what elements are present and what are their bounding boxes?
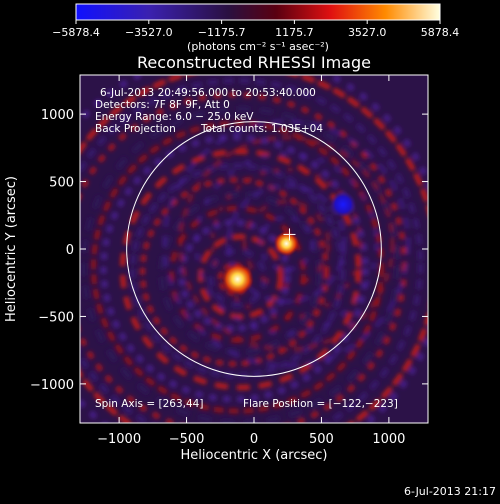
chart-title: Reconstructed RHESSI Image — [137, 53, 371, 72]
x-tick-label: 1000 — [372, 432, 405, 447]
source-negative — [329, 191, 357, 218]
colorbar-tick-label: 5878.4 — [421, 26, 460, 39]
colorbar-tick-label: −5878.4 — [52, 26, 100, 39]
ring-artifact — [178, 219, 291, 332]
colorbar-tick-label: −1175.7 — [198, 26, 246, 39]
solar-limb — [126, 121, 382, 377]
ring-artifact — [158, 191, 323, 356]
ring-artifacts — [80, 75, 428, 423]
source-positive — [273, 231, 299, 257]
y-tick-label: 500 — [49, 176, 74, 191]
ring-artifact — [162, 119, 411, 368]
ring-artifact — [194, 151, 379, 336]
ring-artifact — [129, 162, 346, 379]
colorbar-tick-label: −3527.0 — [125, 26, 173, 39]
x-axis: −1000 −500 0 500 1000 — [97, 75, 405, 447]
ring-artifact — [80, 105, 401, 423]
ring-artifact — [100, 134, 369, 403]
flare-position-marker — [283, 228, 296, 241]
colorbar-ticks: −5878.4 −3527.0 −1175.7 1175.7 3527.0 5878.4 — [52, 20, 459, 39]
ring-artifact — [120, 148, 362, 390]
y-tick-label: −1000 — [30, 378, 74, 393]
colorbar-unit: (photons cm⁻² s⁻¹ asec⁻²) — [187, 40, 329, 53]
y-tick-label: −500 — [38, 310, 74, 325]
x-tick-label: −1000 — [97, 432, 141, 447]
flare-position: Flare Position = [−122,−223] — [243, 398, 398, 410]
ring-artifact — [169, 205, 307, 343]
y-tick-label: 1000 — [41, 108, 74, 123]
method: Back Projection — [95, 123, 176, 135]
x-axis-title: Heliocentric X (arcsec) — [181, 448, 328, 463]
source-positive — [221, 263, 254, 296]
image-plot-area — [80, 75, 428, 423]
colorbar-tick-label: 3527.0 — [348, 26, 387, 39]
time-range: 6-Jul-2013 20:49:56.000 to 20:53:40.000 — [100, 87, 316, 99]
ring-artifact — [178, 135, 395, 352]
y-tick-label: 0 — [66, 243, 74, 258]
timestamp: 6-Jul-2013 21:17 — [404, 485, 496, 498]
colorbar — [75, 3, 441, 21]
y-axis: −1000 −500 0 500 1000 — [30, 108, 428, 393]
colorbar-tick-label: 1175.7 — [275, 26, 314, 39]
detectors: Detectors: 7F 8F 9F, Att 0 — [95, 99, 230, 111]
ring-artifact — [210, 167, 363, 320]
y-axis-title: Heliocentric Y (arcsec) — [4, 176, 19, 322]
energy-range: Energy Range: 6.0 − 25.0 keV — [95, 111, 254, 123]
x-tick-label: 0 — [250, 432, 258, 447]
ring-artifact — [258, 215, 315, 272]
x-tick-label: 500 — [309, 432, 334, 447]
ring-artifact — [242, 199, 331, 288]
ring-artifact — [226, 183, 347, 304]
sources — [221, 191, 357, 296]
x-tick-label: −500 — [169, 432, 205, 447]
total-counts: Total counts: 1.03E+04 — [200, 123, 323, 135]
spin-axis: Spin Axis = [263,44] — [95, 398, 203, 410]
ring-artifact — [140, 177, 330, 367]
ring-artifact — [80, 77, 424, 423]
